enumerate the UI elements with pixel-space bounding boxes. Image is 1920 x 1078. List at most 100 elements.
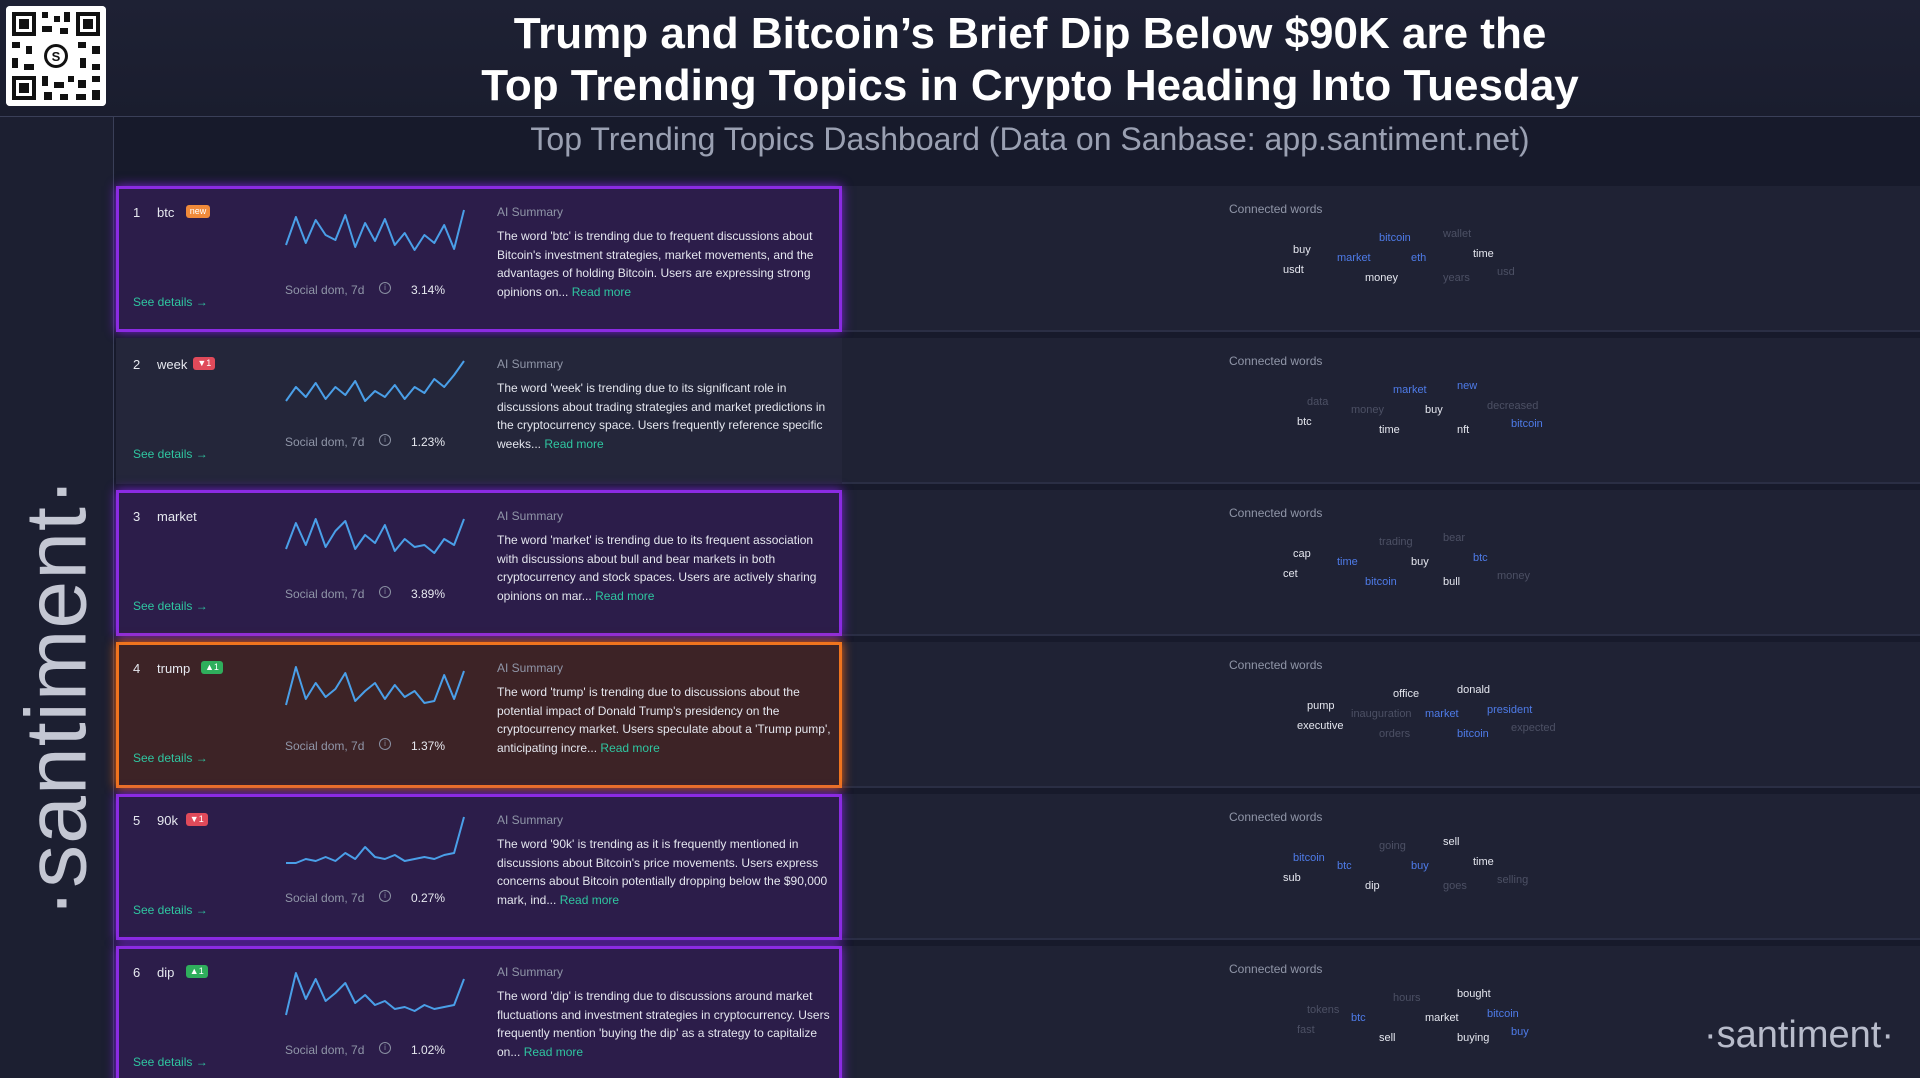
- read-more-link[interactable]: Read more: [523, 1044, 584, 1059]
- connected-word[interactable]: btc: [1337, 860, 1352, 872]
- connected-word[interactable]: bitcoin: [1511, 418, 1543, 430]
- connected-word[interactable]: time: [1379, 424, 1400, 436]
- connected-word[interactable]: bull: [1443, 576, 1461, 588]
- connected-word[interactable]: sub: [1283, 872, 1301, 884]
- read-more-link[interactable]: Read more: [571, 284, 632, 299]
- connected-word[interactable]: market: [1393, 384, 1427, 396]
- info-icon[interactable]: i: [379, 282, 391, 294]
- connected-word[interactable]: expected: [1511, 722, 1556, 734]
- see-details-link[interactable]: See details →: [133, 599, 208, 613]
- topic-word[interactable]: trump: [157, 661, 191, 676]
- connected-word[interactable]: time: [1473, 248, 1494, 260]
- connected-word[interactable]: donald: [1457, 684, 1491, 696]
- connected-word[interactable]: buy: [1411, 860, 1429, 872]
- connected-word[interactable]: time: [1473, 856, 1494, 868]
- connected-word[interactable]: bear: [1443, 532, 1466, 544]
- rank-change-badge: ▼1: [193, 357, 216, 370]
- topic-word[interactable]: btc: [157, 205, 175, 220]
- connected-word[interactable]: fast: [1297, 1024, 1315, 1036]
- see-details-link[interactable]: See details →: [133, 903, 208, 917]
- topic-word[interactable]: dip: [157, 965, 175, 980]
- qr-code-icon: S: [6, 6, 106, 106]
- connected-word[interactable]: trading: [1379, 536, 1413, 548]
- connected-word[interactable]: buying: [1457, 1032, 1490, 1044]
- connected-word[interactable]: bitcoin: [1457, 728, 1489, 740]
- connected-word[interactable]: btc: [1473, 552, 1488, 564]
- connected-word[interactable]: bought: [1457, 988, 1491, 1000]
- connected-word[interactable]: market: [1425, 1012, 1459, 1024]
- connected-word[interactable]: bitcoin: [1293, 852, 1325, 864]
- connected-word[interactable]: usdt: [1283, 264, 1304, 276]
- connected-word[interactable]: going: [1379, 840, 1406, 852]
- connected-word[interactable]: inauguration: [1351, 708, 1412, 720]
- connected-word[interactable]: new: [1457, 380, 1478, 392]
- connected-word[interactable]: sell: [1379, 1032, 1396, 1044]
- connected-word[interactable]: eth: [1411, 252, 1427, 264]
- info-icon[interactable]: i: [379, 1042, 391, 1054]
- info-icon[interactable]: i: [379, 890, 391, 902]
- ai-summary-text: The word 'trump' is trending due to disc…: [497, 683, 837, 757]
- social-dominance-sparkline: [285, 360, 465, 402]
- read-more-link[interactable]: Read more: [595, 588, 655, 603]
- connected-word[interactable]: buy: [1425, 404, 1443, 416]
- connected-word[interactable]: time: [1337, 556, 1358, 568]
- read-more-link[interactable]: Read more: [559, 892, 620, 907]
- topic-word[interactable]: week: [157, 357, 188, 372]
- connected-word[interactable]: market: [1337, 252, 1371, 264]
- connected-word[interactable]: goes: [1443, 880, 1467, 892]
- connected-word[interactable]: hours: [1393, 992, 1421, 1004]
- topic-card[interactable]: 6 dip ▲1 Social dom, 7d i 1.02% See deta…: [116, 946, 842, 1078]
- connected-word[interactable]: btc: [1297, 416, 1312, 428]
- topic-card[interactable]: 5 90k ▼1 Social dom, 7d i 0.27% See deta…: [116, 794, 842, 940]
- connected-word[interactable]: cet: [1283, 568, 1298, 580]
- connected-word[interactable]: years: [1443, 272, 1470, 284]
- topic-rank: 6: [133, 965, 141, 980]
- connected-word[interactable]: data: [1307, 396, 1329, 408]
- info-icon[interactable]: i: [379, 586, 391, 598]
- connected-word[interactable]: money: [1365, 272, 1399, 284]
- connected-word[interactable]: buy: [1511, 1026, 1529, 1038]
- see-details-link[interactable]: See details →: [133, 447, 208, 461]
- connected-word[interactable]: bitcoin: [1379, 232, 1411, 244]
- sparkline-path: [286, 816, 465, 864]
- connected-word[interactable]: tokens: [1307, 1004, 1340, 1016]
- connected-word[interactable]: market: [1425, 708, 1459, 720]
- see-details-link[interactable]: See details →: [133, 295, 208, 309]
- connected-word[interactable]: executive: [1297, 720, 1344, 732]
- connected-word[interactable]: money: [1351, 404, 1385, 416]
- connected-word[interactable]: nft: [1457, 424, 1470, 436]
- connected-word[interactable]: pump: [1307, 700, 1335, 712]
- connected-word[interactable]: selling: [1497, 874, 1529, 886]
- topic-card[interactable]: 2 week ▼1 Social dom, 7d i 1.23% See det…: [116, 338, 842, 484]
- topic-card[interactable]: 1 btc new Social dom, 7d i 3.14% See det…: [116, 186, 842, 332]
- connected-word[interactable]: decreased: [1487, 400, 1539, 412]
- topic-word[interactable]: market: [157, 509, 197, 524]
- connected-word[interactable]: cap: [1293, 548, 1311, 560]
- ai-summary-text: The word 'btc' is trending due to freque…: [497, 227, 837, 301]
- connected-word[interactable]: sell: [1443, 836, 1460, 848]
- topic-word[interactable]: 90k: [157, 813, 178, 828]
- summary-body: The word 'week' is trending due to its s…: [497, 381, 826, 451]
- see-details-link[interactable]: See details →: [133, 751, 208, 765]
- connected-word[interactable]: money: [1497, 570, 1531, 582]
- info-icon[interactable]: i: [379, 434, 391, 446]
- connected-word[interactable]: president: [1487, 704, 1533, 716]
- summary-body: The word 'trump' is trending due to disc…: [497, 685, 831, 755]
- topic-card[interactable]: 3 market Social dom, 7d i 3.89% See deta…: [116, 490, 842, 636]
- read-more-link[interactable]: Read more: [600, 740, 660, 755]
- sparkline-path: [285, 666, 465, 706]
- connected-word[interactable]: bitcoin: [1487, 1008, 1519, 1020]
- connected-word[interactable]: orders: [1379, 728, 1411, 740]
- see-details-link[interactable]: See details →: [133, 1055, 208, 1069]
- topic-card[interactable]: 4 trump ▲1 Social dom, 7d i 1.37% See de…: [116, 642, 842, 788]
- connected-word[interactable]: buy: [1411, 556, 1429, 568]
- connected-word[interactable]: bitcoin: [1365, 576, 1397, 588]
- connected-word[interactable]: dip: [1365, 880, 1380, 892]
- info-icon[interactable]: i: [379, 738, 391, 750]
- read-more-link[interactable]: Read more: [544, 436, 604, 451]
- connected-word[interactable]: btc: [1351, 1012, 1366, 1024]
- connected-word[interactable]: usd: [1497, 266, 1515, 278]
- connected-word[interactable]: office: [1393, 688, 1420, 700]
- connected-word[interactable]: wallet: [1443, 228, 1472, 240]
- connected-word[interactable]: buy: [1293, 244, 1311, 256]
